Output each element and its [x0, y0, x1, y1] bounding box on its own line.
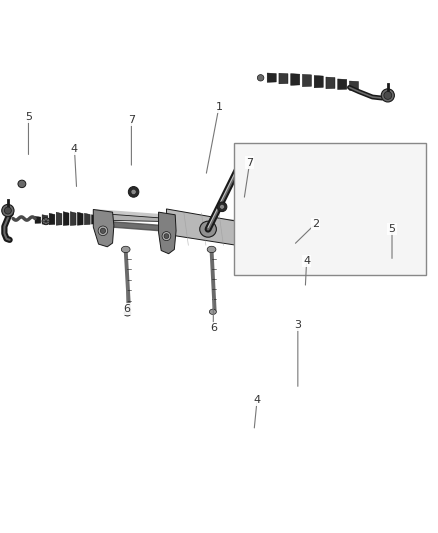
Polygon shape	[279, 73, 288, 84]
Ellipse shape	[384, 92, 392, 99]
Polygon shape	[280, 230, 287, 244]
Text: 6: 6	[210, 323, 217, 333]
Polygon shape	[35, 216, 41, 223]
Ellipse shape	[42, 217, 50, 225]
Polygon shape	[289, 229, 296, 245]
Polygon shape	[326, 77, 335, 89]
Polygon shape	[307, 231, 314, 246]
Polygon shape	[92, 215, 97, 224]
Ellipse shape	[4, 207, 11, 214]
Ellipse shape	[381, 89, 394, 102]
Polygon shape	[42, 215, 48, 224]
Ellipse shape	[407, 227, 414, 234]
Ellipse shape	[200, 221, 216, 237]
Polygon shape	[333, 237, 340, 246]
Ellipse shape	[164, 233, 169, 239]
Text: 7: 7	[246, 158, 253, 167]
Text: 4: 4	[254, 395, 261, 405]
Ellipse shape	[98, 226, 108, 236]
Polygon shape	[324, 235, 331, 246]
Polygon shape	[315, 232, 322, 246]
Text: 4: 4	[71, 144, 78, 154]
Ellipse shape	[124, 311, 131, 316]
Polygon shape	[96, 213, 364, 233]
Polygon shape	[302, 75, 311, 87]
Polygon shape	[338, 79, 347, 90]
Text: 4: 4	[303, 256, 310, 266]
Polygon shape	[263, 231, 270, 241]
Polygon shape	[159, 212, 176, 254]
Ellipse shape	[121, 246, 130, 253]
Polygon shape	[93, 209, 114, 247]
Text: 5: 5	[25, 112, 32, 122]
Text: 3: 3	[294, 320, 301, 330]
Polygon shape	[85, 213, 90, 225]
Ellipse shape	[128, 187, 139, 197]
Text: 5: 5	[389, 224, 396, 234]
Ellipse shape	[2, 204, 14, 217]
Polygon shape	[78, 212, 83, 225]
Polygon shape	[71, 212, 76, 225]
Ellipse shape	[217, 202, 227, 212]
Ellipse shape	[131, 189, 136, 195]
Ellipse shape	[209, 309, 216, 314]
Ellipse shape	[362, 240, 369, 247]
Ellipse shape	[219, 205, 224, 209]
Ellipse shape	[404, 224, 417, 237]
Polygon shape	[350, 81, 358, 90]
Polygon shape	[56, 212, 62, 225]
Polygon shape	[49, 213, 55, 225]
Polygon shape	[314, 76, 323, 88]
Polygon shape	[267, 73, 276, 82]
Ellipse shape	[18, 180, 26, 188]
Ellipse shape	[257, 75, 264, 81]
Polygon shape	[99, 216, 104, 223]
Ellipse shape	[381, 239, 389, 246]
Ellipse shape	[207, 246, 216, 253]
Text: 2: 2	[312, 219, 319, 229]
Bar	[234, 143, 426, 275]
Polygon shape	[166, 209, 253, 248]
Polygon shape	[342, 239, 349, 246]
Ellipse shape	[162, 231, 171, 241]
Polygon shape	[291, 74, 300, 85]
Text: 1: 1	[215, 102, 223, 111]
Polygon shape	[254, 233, 261, 239]
Text: 6: 6	[124, 304, 131, 314]
Polygon shape	[272, 230, 279, 242]
Polygon shape	[63, 212, 69, 225]
Polygon shape	[298, 230, 305, 245]
Text: 7: 7	[128, 115, 135, 125]
Ellipse shape	[100, 228, 106, 233]
